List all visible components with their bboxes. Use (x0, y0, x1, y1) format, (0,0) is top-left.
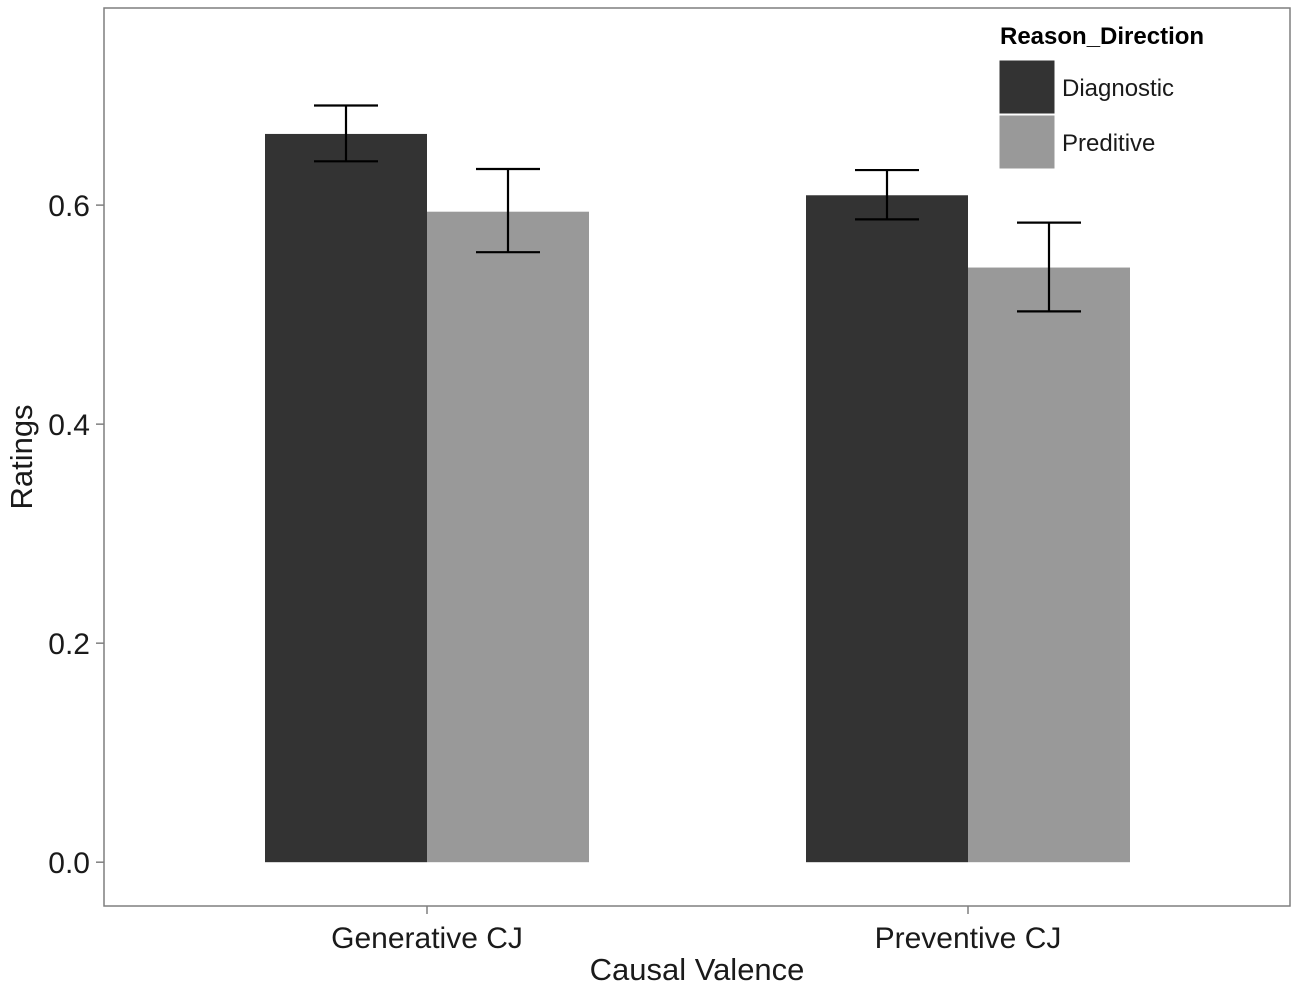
bar-preditive-1 (427, 211, 589, 863)
y-tick-label: 0.6 (48, 190, 90, 223)
error-bar-diagnostic-1 (314, 104, 378, 163)
bar-diagnostic-1 (265, 133, 427, 863)
error-bar-diagnostic-2 (855, 168, 919, 221)
legend-label-diagnostic: Diagnostic (1062, 75, 1174, 102)
y-tick-label: 0.4 (48, 409, 90, 442)
x-axis-title: Causal Valence (590, 952, 805, 987)
bar-preditive-2 (968, 267, 1130, 863)
bar-diagnostic-2 (806, 195, 968, 863)
legend-title: Reason_Direction (1000, 23, 1204, 50)
error-bar-preditive-1 (476, 167, 540, 254)
x-tick-label: Generative CJ (331, 922, 523, 955)
error-bar-preditive-2 (1017, 221, 1081, 313)
legend-key-diagnostic (998, 59, 1056, 115)
x-axis: Generative CJ Preventive CJ (331, 906, 1061, 955)
y-tick-label: 0.0 (48, 847, 90, 880)
y-tick-label: 0.2 (48, 628, 90, 661)
y-axis: 0.0 0.2 0.4 0.6 (48, 190, 104, 880)
legend-key-preditive (998, 114, 1056, 170)
error-bars-group (314, 104, 1081, 313)
y-axis-title: Ratings (4, 404, 39, 509)
legend-label-preditive: Preditive (1062, 130, 1155, 157)
legend: Reason_Direction Diagnostic Preditive (998, 23, 1204, 170)
x-tick-label: Preventive CJ (875, 922, 1062, 955)
bars-group (265, 133, 1130, 863)
